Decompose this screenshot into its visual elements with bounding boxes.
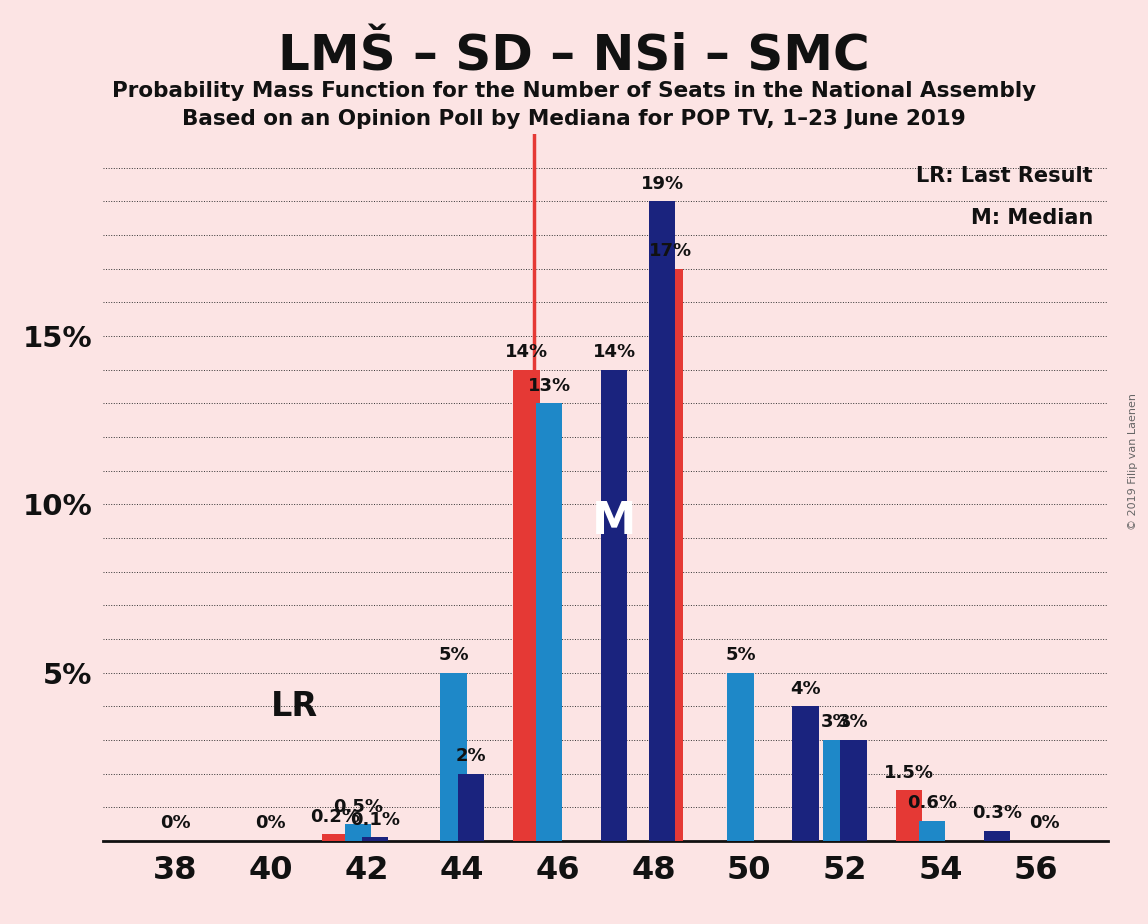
Text: 0%: 0% (255, 814, 286, 833)
Bar (458, 773, 483, 841)
Text: 1.5%: 1.5% (884, 764, 934, 782)
Text: 0.6%: 0.6% (907, 795, 956, 812)
Text: 13%: 13% (528, 377, 571, 395)
Text: 5%: 5% (439, 646, 468, 664)
Text: 0.1%: 0.1% (350, 811, 400, 829)
Text: Probability Mass Function for the Number of Seats in the National Assembly: Probability Mass Function for the Number… (113, 81, 1035, 102)
Text: 4%: 4% (790, 680, 821, 698)
Text: 3%: 3% (821, 713, 852, 732)
Text: 0.5%: 0.5% (333, 797, 382, 816)
Text: LMŠ – SD – NSi – SMC: LMŠ – SD – NSi – SMC (278, 32, 870, 80)
Bar (984, 831, 1010, 841)
Text: 14%: 14% (592, 343, 636, 361)
Bar (823, 740, 850, 841)
Text: 0%: 0% (1030, 814, 1060, 833)
Text: 2%: 2% (456, 748, 486, 765)
Bar (840, 740, 867, 841)
Text: 5%: 5% (726, 646, 755, 664)
Bar (602, 370, 627, 841)
Text: 0%: 0% (160, 814, 191, 833)
Bar (657, 269, 683, 841)
Text: © 2019 Filip van Laenen: © 2019 Filip van Laenen (1128, 394, 1138, 530)
Bar (323, 834, 349, 841)
Text: 17%: 17% (649, 242, 692, 261)
Bar (536, 403, 563, 841)
Text: Based on an Opinion Poll by Mediana for POP TV, 1–23 June 2019: Based on an Opinion Poll by Mediana for … (183, 109, 965, 129)
Bar (513, 370, 540, 841)
Text: 14%: 14% (505, 343, 549, 361)
Text: 0.2%: 0.2% (310, 808, 360, 826)
Text: M: Median: M: Median (970, 208, 1093, 228)
Bar (728, 673, 753, 841)
Text: 19%: 19% (641, 175, 683, 193)
Bar (344, 824, 371, 841)
Text: 3%: 3% (838, 713, 869, 732)
Bar (362, 837, 388, 841)
Text: 0.3%: 0.3% (972, 804, 1022, 822)
Bar (649, 201, 675, 841)
Text: LR: LR (271, 690, 318, 723)
Bar (918, 821, 945, 841)
Text: LR: Last Result: LR: Last Result (916, 165, 1093, 186)
Bar (792, 706, 819, 841)
Bar (897, 790, 923, 841)
Bar (441, 673, 466, 841)
Text: M: M (592, 500, 636, 542)
